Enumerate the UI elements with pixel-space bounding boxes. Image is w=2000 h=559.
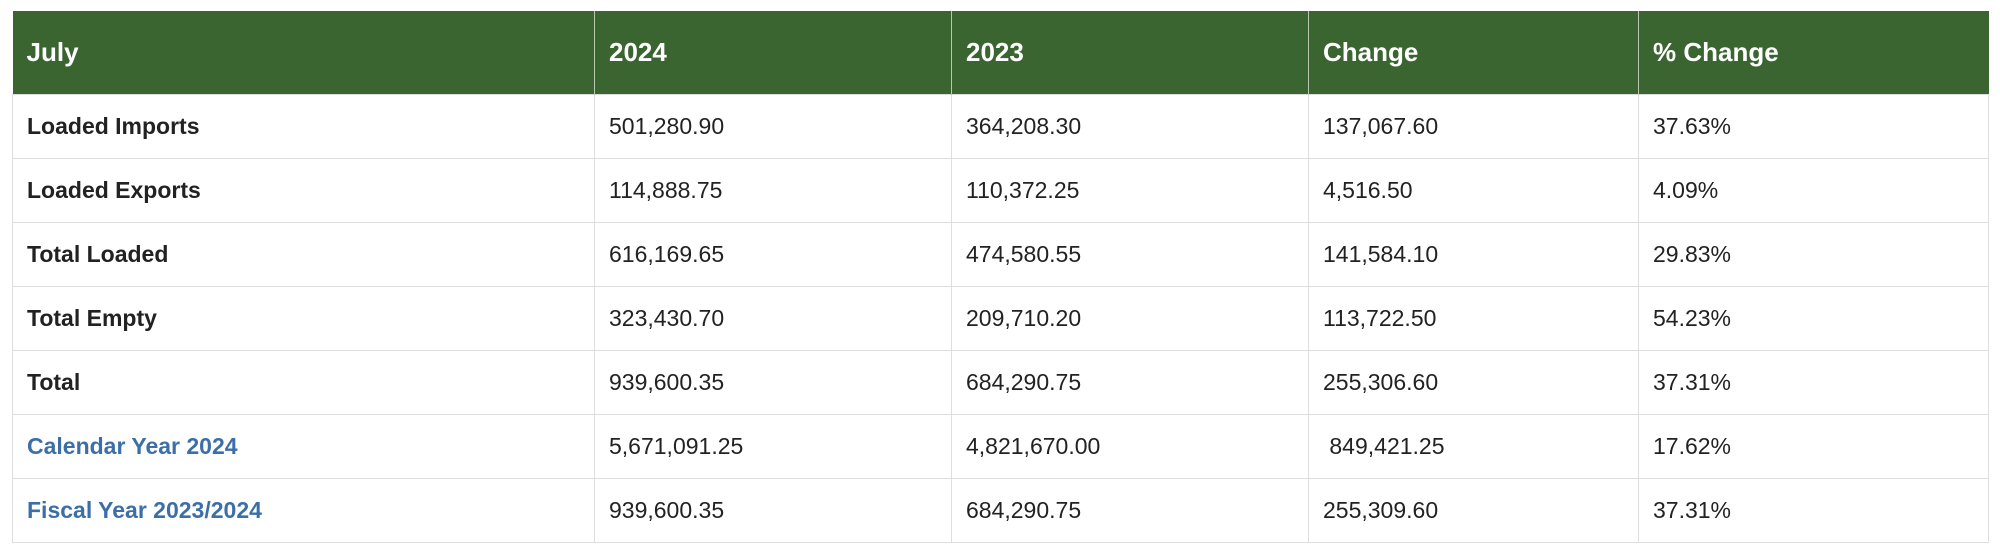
cell-percent: 29.83% — [1638, 221, 1989, 286]
cell-change: 137,067.60 — [1308, 93, 1639, 158]
cell-current: 114,888.75 — [594, 157, 952, 222]
cell-change: 849,421.25 — [1308, 413, 1639, 478]
cell-percent: 17.62% — [1638, 413, 1989, 478]
row-label: Loaded Imports — [12, 93, 595, 158]
cell-percent: 37.31% — [1638, 477, 1989, 543]
cell-percent: 37.31% — [1638, 349, 1989, 414]
cell-current: 939,600.35 — [594, 349, 952, 414]
cell-current: 5,671,091.25 — [594, 413, 952, 478]
stats-table-container: July 2024 2023 Change % Change Loaded Im… — [12, 11, 1989, 543]
header-change: Change — [1308, 11, 1639, 94]
cell-previous: 110,372.25 — [951, 157, 1309, 222]
table-row-total-empty: Total Empty 323,430.70 209,710.20 113,72… — [12, 285, 1989, 350]
cell-previous: 4,821,670.00 — [951, 413, 1309, 478]
cell-percent: 54.23% — [1638, 285, 1989, 350]
cell-percent: 4.09% — [1638, 157, 1989, 222]
row-label: Total Empty — [12, 285, 595, 350]
cell-previous: 364,208.30 — [951, 93, 1309, 158]
teu-statistics-table: July 2024 2023 Change % Change Loaded Im… — [12, 11, 1989, 543]
table-row-calendar-year: Calendar Year 2024 5,671,091.25 4,821,67… — [12, 413, 1989, 478]
cell-change: 113,722.50 — [1308, 285, 1639, 350]
cell-change: 4,516.50 — [1308, 157, 1639, 222]
cell-previous: 209,710.20 — [951, 285, 1309, 350]
table-row-fiscal-year: Fiscal Year 2023/2024 939,600.35 684,290… — [12, 477, 1989, 543]
row-label: Loaded Exports — [12, 157, 595, 222]
cell-current: 616,169.65 — [594, 221, 952, 286]
header-percent-change: % Change — [1638, 11, 1989, 94]
fiscal-year-link[interactable]: Fiscal Year 2023/2024 — [12, 477, 595, 543]
cell-current: 323,430.70 — [594, 285, 952, 350]
cell-current: 501,280.90 — [594, 93, 952, 158]
calendar-year-link[interactable]: Calendar Year 2024 — [12, 413, 595, 478]
cell-previous: 474,580.55 — [951, 221, 1309, 286]
cell-percent: 37.63% — [1638, 93, 1989, 158]
table-row-loaded-exports: Loaded Exports 114,888.75 110,372.25 4,5… — [12, 157, 1989, 222]
cell-change: 255,309.60 — [1308, 477, 1639, 543]
header-year-current: 2024 — [594, 11, 952, 94]
header-month: July — [12, 11, 595, 94]
cell-current: 939,600.35 — [594, 477, 952, 543]
table-row-loaded-imports: Loaded Imports 501,280.90 364,208.30 137… — [12, 93, 1989, 158]
cell-previous: 684,290.75 — [951, 349, 1309, 414]
header-year-previous: 2023 — [951, 11, 1309, 94]
table-row-total: Total 939,600.35 684,290.75 255,306.60 3… — [12, 349, 1989, 414]
cell-change: 255,306.60 — [1308, 349, 1639, 414]
row-label: Total — [12, 349, 595, 414]
table-header-row: July 2024 2023 Change % Change — [12, 11, 1989, 94]
cell-previous: 684,290.75 — [951, 477, 1309, 543]
cell-change: 141,584.10 — [1308, 221, 1639, 286]
table-row-total-loaded: Total Loaded 616,169.65 474,580.55 141,5… — [12, 221, 1989, 286]
row-label: Total Loaded — [12, 221, 595, 286]
